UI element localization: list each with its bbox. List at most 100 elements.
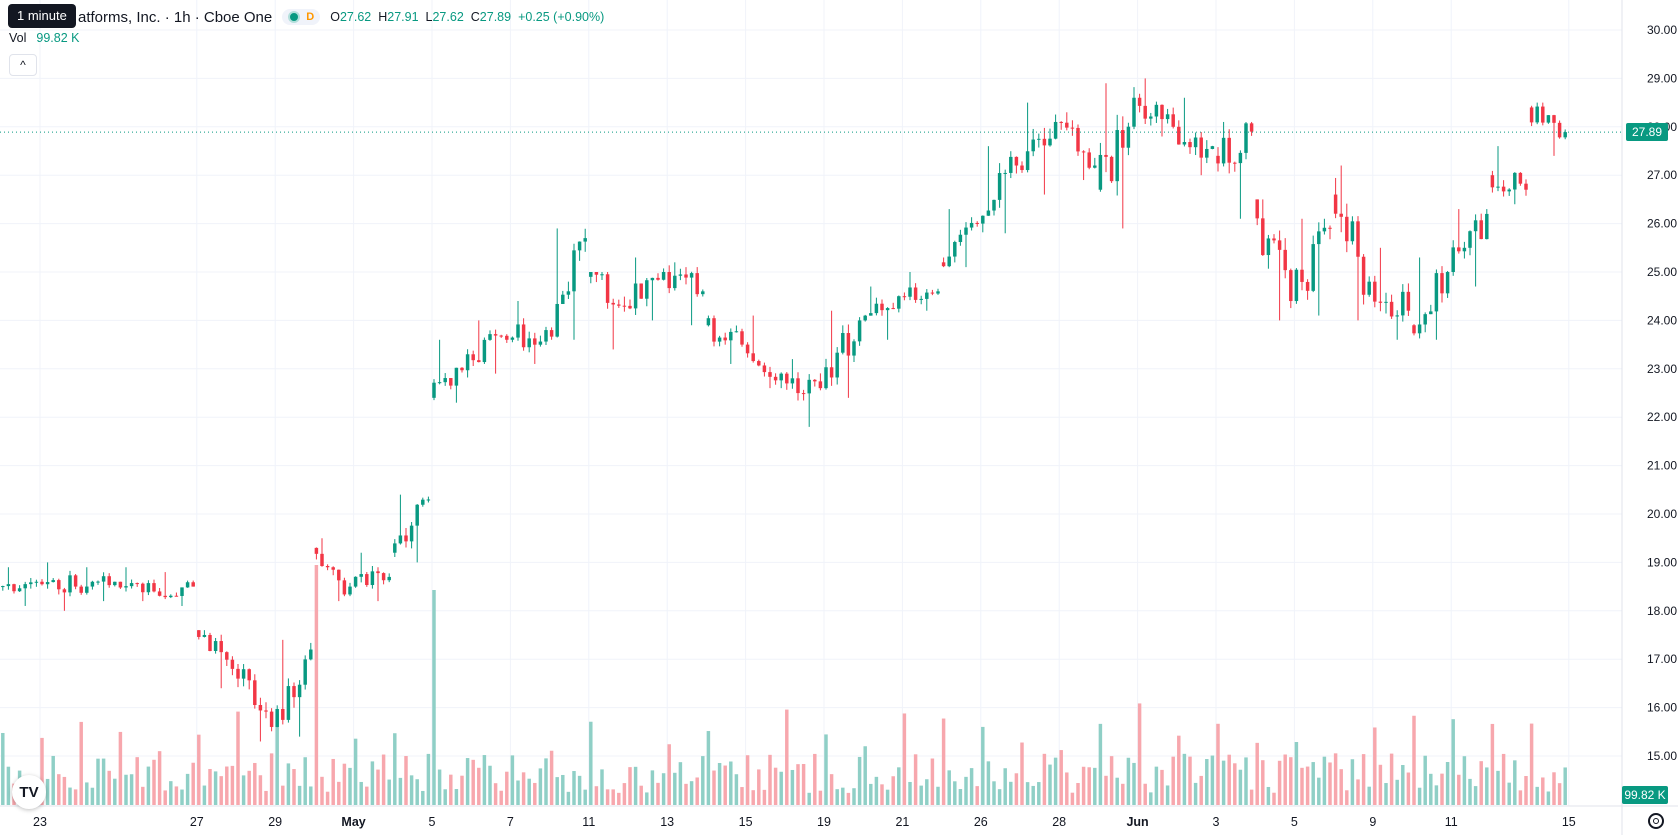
volume-bar [835,789,839,805]
volume-bar [757,769,761,805]
volume-bar [258,775,263,805]
candle-body [1384,301,1388,303]
candle-body [919,298,923,300]
volume-label[interactable]: Vol [9,31,27,45]
price-tick-label: 17.00 [1647,652,1677,666]
candle-body [706,318,711,326]
settings-gear-icon[interactable] [1648,813,1664,829]
market-status[interactable]: D [282,9,321,25]
volume-bar [645,792,649,805]
volume-bar [1199,775,1203,805]
volume-bar [516,780,520,805]
price-axis: 30.0029.0028.0027.0026.0025.0024.0023.00… [1621,0,1677,835]
volume-bar [829,774,834,805]
candle-body [320,553,324,567]
candle-body [1,586,5,588]
volume-bar [1143,783,1147,805]
candle-body [544,330,548,342]
candle-body [695,273,699,295]
time-axis: 23 27 29 May 5 7 11 13 15 19 21 26 28 Jun 3 5 9 11 15 [0,805,1678,829]
candle-body [359,574,363,577]
candle-body [768,372,772,377]
candle-body [1524,183,1528,190]
candle-body [1429,311,1433,315]
close-label: C [470,10,480,24]
volume-bar [684,783,688,805]
volume-bar [1020,742,1024,805]
candle-body [157,591,162,596]
volume-bar [1345,790,1349,805]
candle-body [1328,227,1332,229]
candle-body [1115,130,1119,182]
candle-body [219,641,223,653]
candle-body [493,334,498,336]
volume-bar [986,761,991,805]
volume-bar [639,785,643,805]
volume-bar [1177,735,1181,805]
volume-bar [185,773,190,805]
volume-bar [1507,782,1511,805]
volume-bar [1171,756,1175,805]
candle-body [90,581,95,587]
volume-bar [163,790,167,805]
volume-bar [1546,791,1551,805]
volume-bar [813,753,817,805]
volume-bar [1457,774,1461,805]
candle-body [415,504,419,526]
volume-bar [342,763,347,805]
candle-body [801,393,806,395]
volume-bar [1529,723,1534,805]
volume-bar [1205,759,1209,805]
candle-body [729,331,733,341]
candle-body [1053,121,1058,139]
candle-body [712,318,716,342]
volume-bar [465,758,470,805]
volume-bar [247,770,251,805]
candle-body [936,291,940,294]
volume-bar [1132,762,1136,805]
candle-body [863,315,867,321]
volume-bar [1025,782,1030,805]
volume-bar [1193,782,1198,805]
candle-body [1367,281,1371,295]
candle-body [1042,138,1047,146]
candle-body [1126,126,1131,148]
candle-body [1322,227,1327,232]
candle-body [1025,151,1030,171]
candle-body [68,575,72,593]
candle-body [398,535,403,544]
volume-bar [953,781,957,805]
symbol-title[interactable]: atforms, Inc. · 1h · Cboe One [78,8,273,26]
interval-tooltip: 1 minute [8,4,76,28]
time-tick-label: 23 [33,815,47,829]
volume-bar [706,731,711,805]
candle-body [152,583,156,592]
volume-bar [852,788,856,805]
collapse-legend-button[interactable]: ^ [9,54,37,76]
time-tick-label: 15 [739,815,753,829]
volume-bar [325,791,330,805]
volume-bar [393,733,397,805]
candle-body [857,320,862,342]
candle-body [684,274,688,278]
volume-bar [337,781,341,805]
tradingview-logo[interactable]: TV [12,775,46,809]
volume-bar [1440,773,1444,805]
volume-bar [633,766,638,805]
candle-body [516,324,520,338]
volume-bar [790,769,795,805]
volume-bar [605,789,610,805]
time-tick-label: 26 [974,815,988,829]
volume-bar [1417,787,1422,805]
candle-body [1406,291,1411,311]
volume-bar [897,767,901,805]
volume-bar [488,765,492,805]
volume-bar [1160,769,1164,805]
candle-body [549,330,554,337]
candle-body [1177,126,1181,145]
candle-body [443,378,447,383]
volume-bars [1,565,1567,805]
candle-body [941,262,946,267]
volume-bar [628,767,632,805]
